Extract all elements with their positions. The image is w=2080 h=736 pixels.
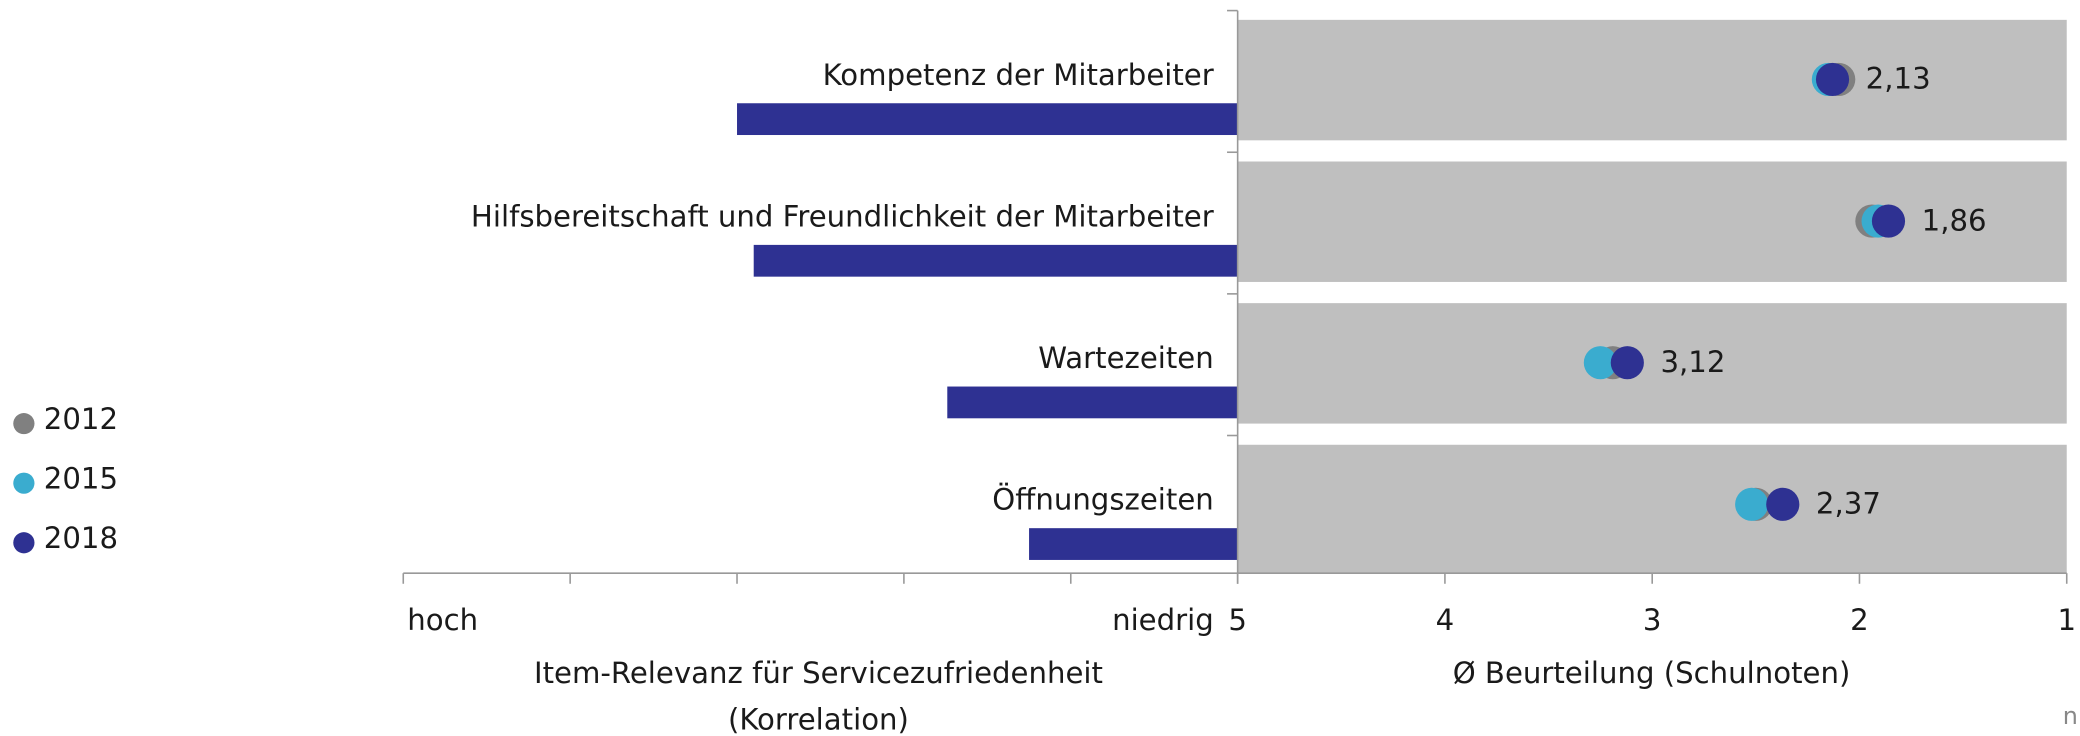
row-band [1237, 303, 2067, 424]
category-label: Hilfsbereitschaft und Freundlichkeit der… [471, 199, 1214, 233]
category-label: Wartezeiten [1038, 341, 1213, 375]
x-axis-title: Ø Beurteilung (Schulnoten) [1453, 656, 1851, 690]
value-label: 2,37 [1816, 487, 1881, 521]
x-tick-label: 5 [1228, 603, 1247, 637]
value-label: 1,86 [1922, 203, 1987, 237]
x-tick-label: 2 [1850, 603, 1869, 637]
value-label: 2,13 [1866, 62, 1931, 96]
dot [1871, 204, 1906, 238]
bar [1029, 528, 1238, 560]
dot [1735, 487, 1769, 521]
row-band [1237, 161, 2067, 282]
x-tick-label: 4 [1436, 603, 1455, 637]
x-axis-title: Item-Relevanz für Servicezufriedenheit [534, 656, 1103, 690]
value-label: 3,12 [1660, 345, 1725, 379]
bar [947, 386, 1238, 419]
category-label: Kompetenz der Mitarbeiter [823, 58, 1214, 92]
dot [1815, 62, 1850, 96]
legend-marker [13, 532, 35, 554]
axis-end-label: niedrig [1112, 603, 1214, 637]
dot [1610, 346, 1644, 380]
row-band [1237, 19, 2067, 141]
axis-end-label: hoch [407, 603, 478, 637]
x-tick-label: 1 [2057, 603, 2076, 637]
legend-marker [13, 472, 35, 494]
row-band [1237, 444, 2067, 574]
x-tick-label: 3 [1643, 603, 1662, 637]
dot [1766, 487, 1800, 521]
bar [753, 244, 1238, 277]
legend-label: 2012 [44, 402, 118, 436]
bar [737, 103, 1238, 136]
legend-label: 2015 [44, 462, 118, 496]
footnote: n [2063, 702, 2078, 730]
legend-label: 2018 [44, 521, 118, 555]
legend-marker [13, 413, 35, 435]
x-axis-title: (Korrelation) [728, 702, 909, 736]
category-label: Öffnungszeiten [992, 483, 1213, 517]
dot [1583, 346, 1617, 380]
